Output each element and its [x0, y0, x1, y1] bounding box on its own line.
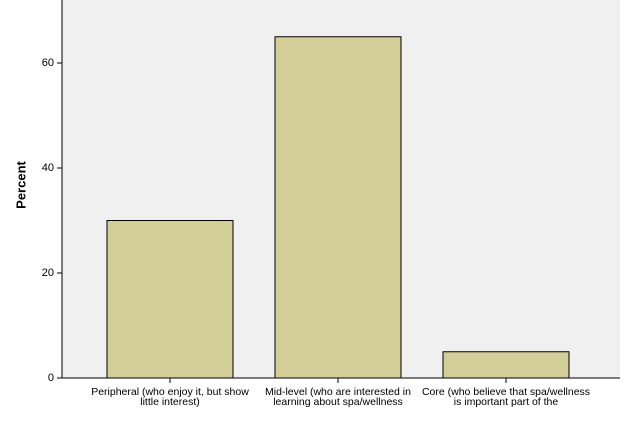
- y-tick-label: 20: [42, 267, 54, 279]
- x-tick-label: Peripheral (who enjoy it, but show littl…: [91, 386, 249, 408]
- x-tick-label: Mid-level (who are interested in learnin…: [265, 386, 411, 408]
- bar: [274, 36, 402, 379]
- y-tick-label: 0: [48, 372, 54, 384]
- y-tick-label: 40: [42, 162, 54, 174]
- bar: [106, 220, 234, 379]
- x-tick-label: Core (who believe that spa/wellness is i…: [421, 386, 591, 408]
- bar: [442, 351, 570, 379]
- y-axis-label: Percent: [13, 160, 28, 208]
- y-tick-label: 60: [42, 57, 54, 69]
